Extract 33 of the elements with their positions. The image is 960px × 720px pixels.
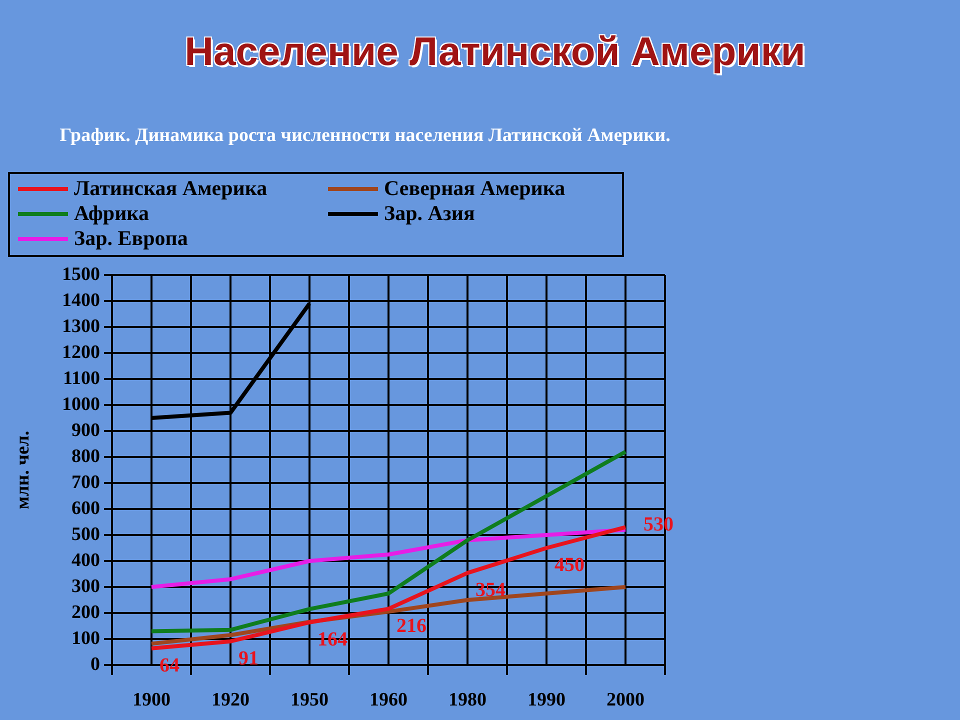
x-tick-label: 1980 [448,689,486,710]
legend-label: Северная Америка [384,176,566,201]
y-tick-label: 1100 [63,368,100,389]
y-tick-label: 300 [72,576,100,597]
y-tick-label: 1300 [62,316,100,337]
y-tick-label: 200 [72,602,100,623]
chart-subtitle: График. Динамика роста численности населения Латинской Америки. [58,124,672,148]
x-tick-label: 1990 [528,689,566,710]
x-tick-label: 2000 [606,689,644,710]
y-tick-label: 1000 [62,394,100,415]
y-tick-label: 100 [72,628,100,649]
data-label: 91 [238,648,258,670]
legend-label: Зар. Азия [384,201,475,226]
y-tick-label: 900 [72,420,100,441]
x-tick-label: 1960 [370,689,408,710]
y-tick-label: 1200 [62,342,100,363]
y-tick-label: 0 [90,654,100,675]
legend-label: Латинская Америка [74,176,268,201]
y-tick-label: 1500 [62,264,100,285]
legend-label: Зар. Европа [74,226,188,251]
x-tick-label: 1900 [132,689,170,710]
chart-title: Население Латинской Америки [184,30,806,75]
y-tick-label: 700 [72,472,100,493]
x-tick-label: 1950 [290,689,328,710]
y-tick-label: 600 [72,498,100,519]
legend-label: Африка [74,201,149,226]
x-tick-label: 1920 [212,689,250,710]
y-axis-title: млн. чел. [12,430,34,510]
y-tick-label: 800 [72,446,100,467]
data-label: 216 [396,615,426,638]
y-tick-label: 1400 [62,290,100,311]
y-tick-label: 500 [72,524,100,545]
y-tick-label: 400 [72,550,100,571]
